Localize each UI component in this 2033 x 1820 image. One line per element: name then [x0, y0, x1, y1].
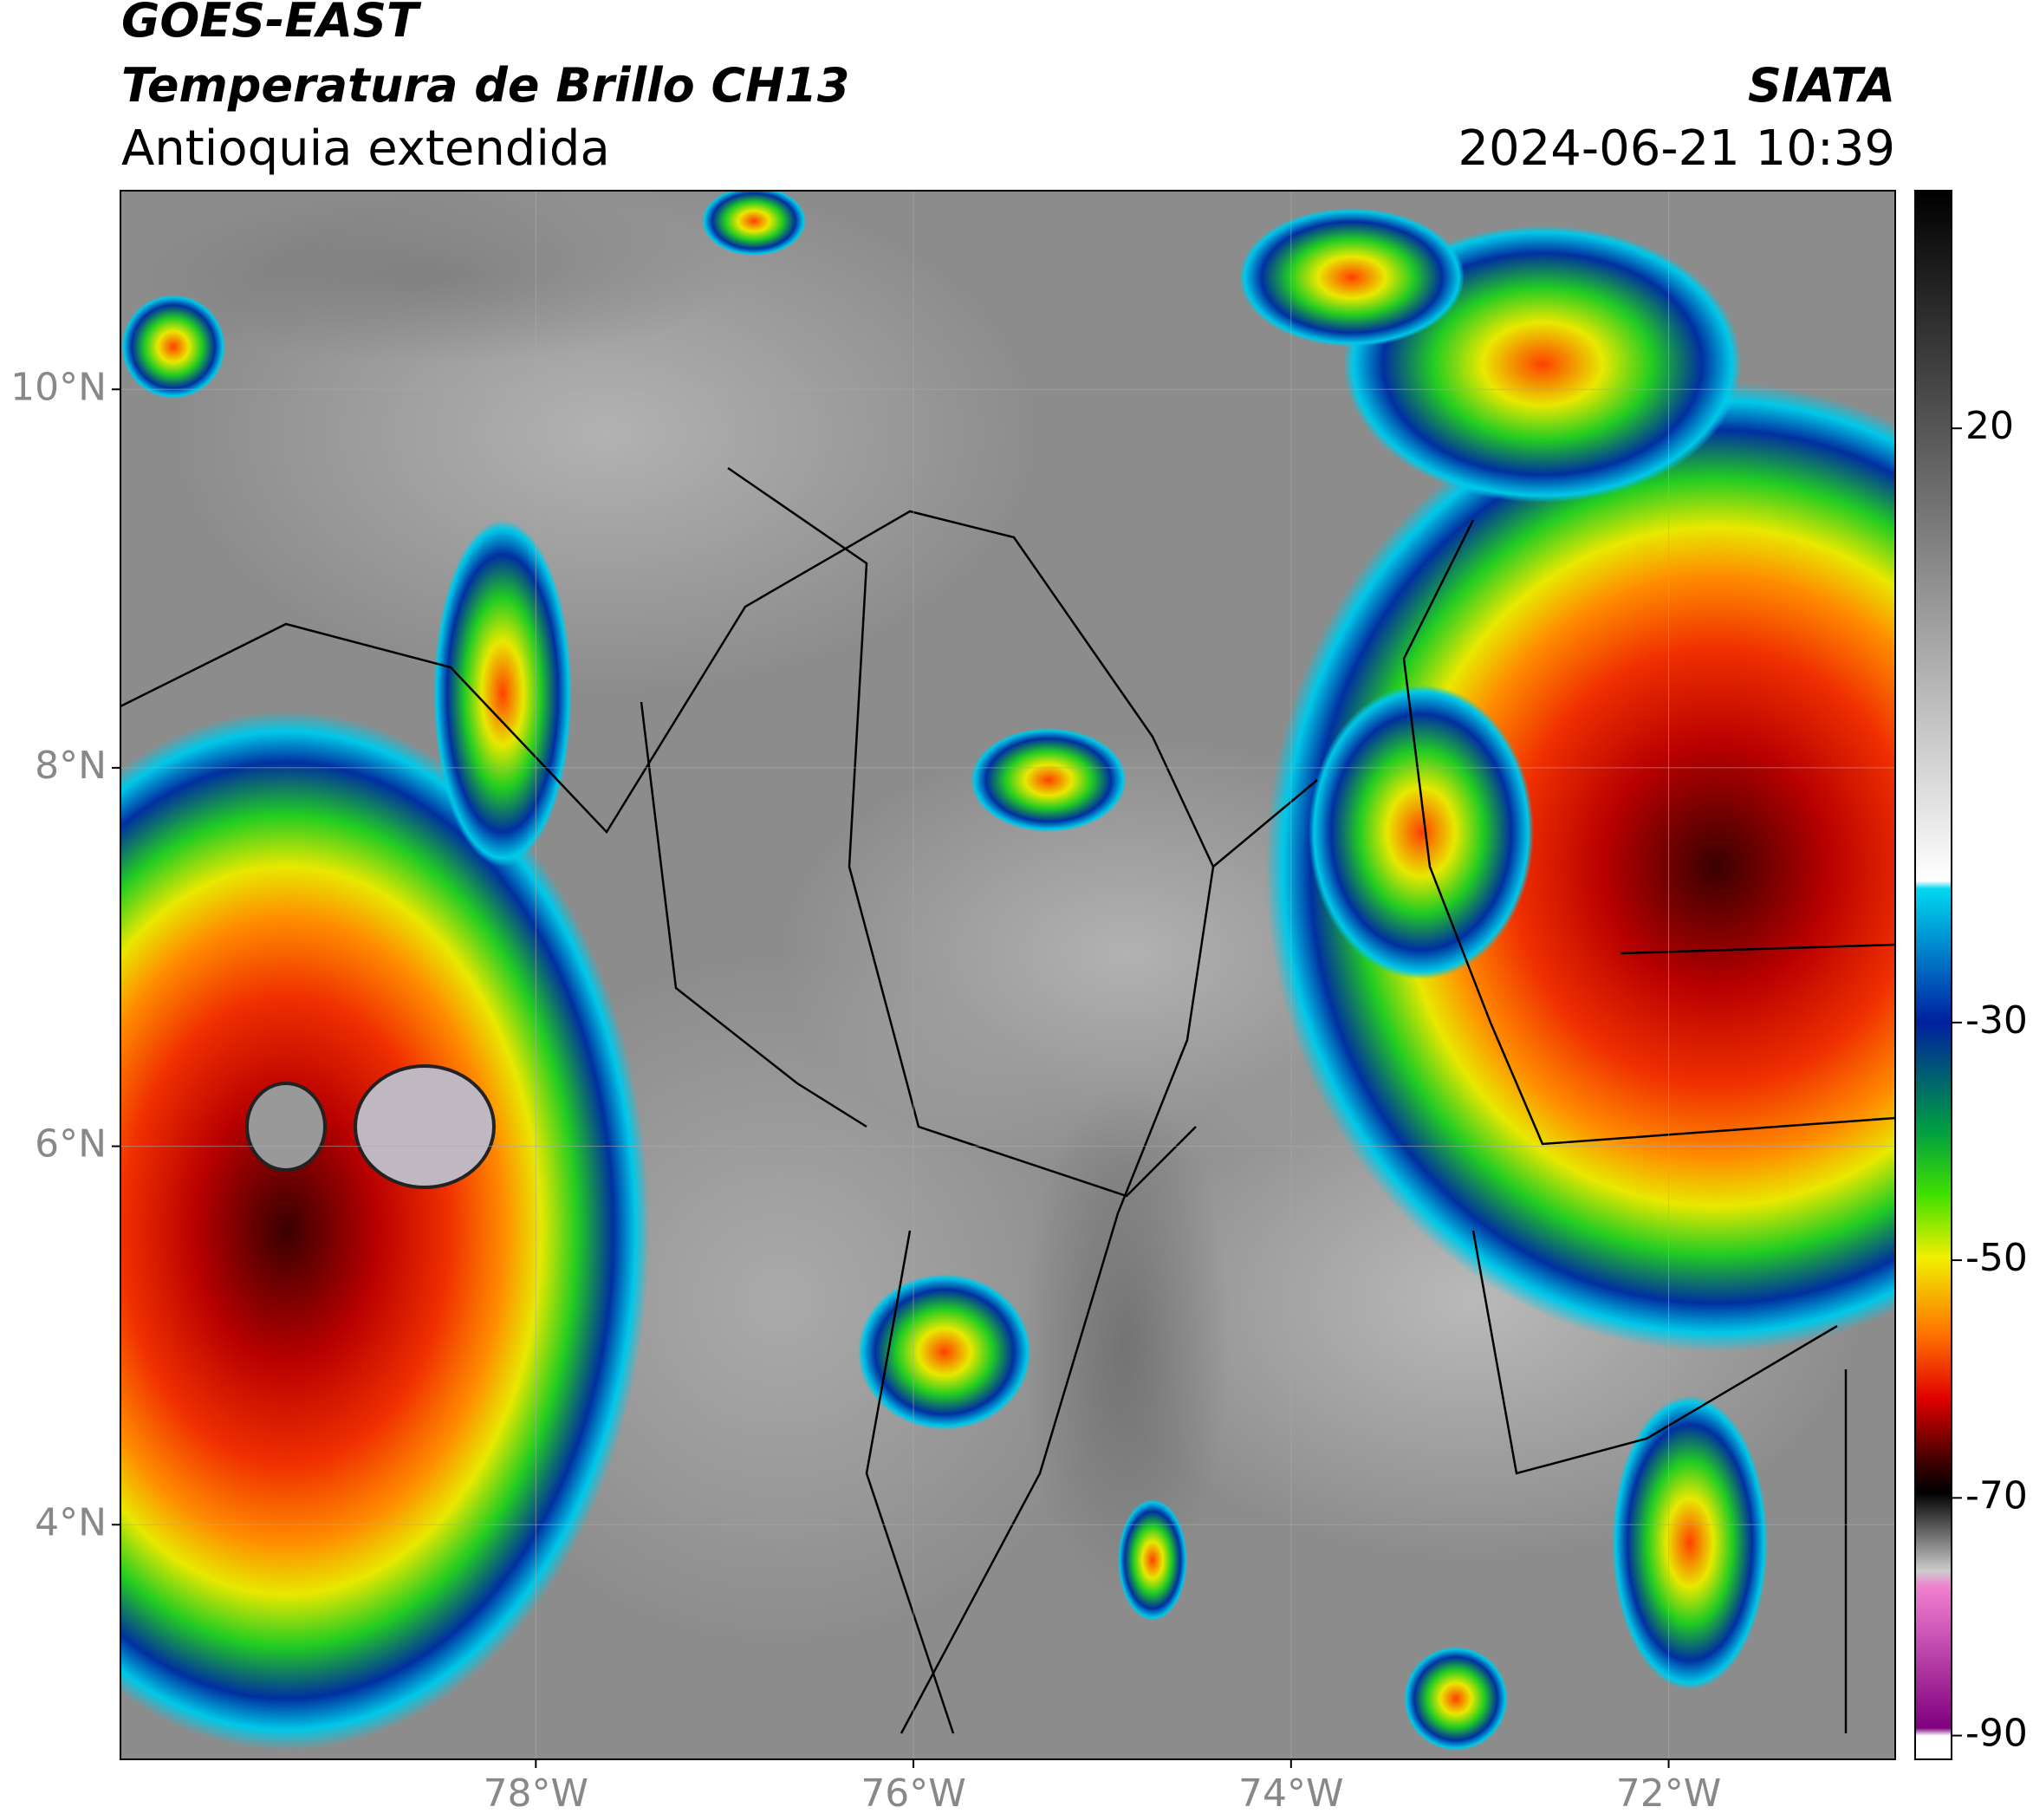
borders [120, 466, 1895, 1734]
title: GOES-EAST [121, 0, 422, 48]
source: SIATA [1748, 58, 1895, 113]
x-tick-label: 74°W [1238, 1771, 1344, 1816]
y-tick-label: 6°N [35, 1122, 107, 1167]
y-tick-label: 8°N [35, 744, 107, 788]
satellite-image [120, 191, 1895, 1759]
title: Temperatura de Brillo CH13 [121, 58, 850, 113]
colorbar-tick-label: -90 [1965, 1712, 2028, 1756]
colorbar [1914, 190, 1952, 1760]
map-frame [120, 190, 1896, 1760]
colorbar-tick-label: -70 [1965, 1473, 2028, 1518]
y-tick-label: 10°N [10, 365, 107, 409]
y-tick-label: 4°N [35, 1500, 107, 1544]
graticule [120, 191, 1895, 1759]
colorbar-tick-label: 20 [1965, 404, 2014, 448]
datetime: 2024-06-21 10:39 [1458, 120, 1895, 177]
x-tick-label: 78°W [484, 1771, 589, 1816]
colorbar-tick-label: -30 [1965, 998, 2028, 1043]
colorbar-tick-label: -50 [1965, 1236, 2028, 1280]
x-tick-label: 76°W [861, 1771, 966, 1816]
x-tick-label: 72°W [1616, 1771, 1722, 1816]
subtitle: Antioquia extendida [121, 120, 610, 177]
